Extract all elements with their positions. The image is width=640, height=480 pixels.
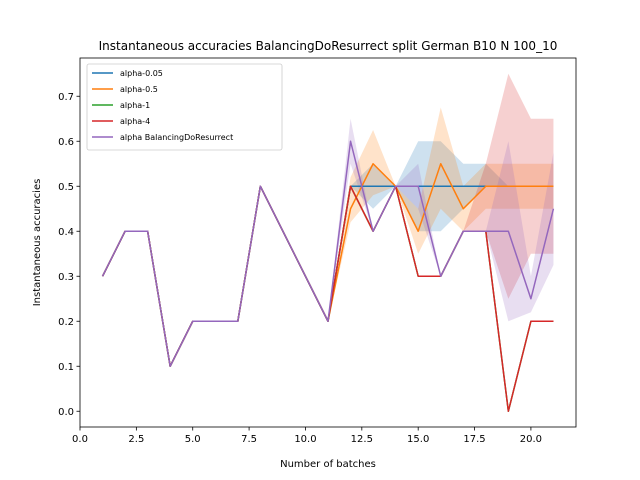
confidence-band-alpha-0-05 <box>102 141 554 367</box>
legend-label: alpha-4 <box>120 117 150 126</box>
y-axis-ticks: 0.0 0.1 0.2 0.3 0.4 0.5 0.6 0.7 <box>58 92 80 418</box>
legend-label: alpha-1 <box>120 101 150 110</box>
confidence-bands <box>102 73 554 367</box>
legend-box <box>86 63 283 151</box>
x-tick-label: 2.5 <box>128 434 144 445</box>
y-tick-label: 0.4 <box>58 227 74 238</box>
confidence-band-alpha-4 <box>102 73 554 367</box>
confidence-band-alpha-0-5 <box>102 107 554 367</box>
y-tick-label: 0.6 <box>58 137 74 148</box>
x-tick-label: 15.0 <box>407 434 429 445</box>
legend-label: alpha BalancingDoResurrect <box>120 133 233 142</box>
y-tick-label: 0.2 <box>58 317 74 328</box>
legend: alpha-0.05 alpha-0.5 alpha-1 alpha-4 alpha B… <box>86 63 283 151</box>
confidence-band-alpha-balancingdoresurrect <box>102 118 554 367</box>
x-tick-label: 12.5 <box>351 434 373 445</box>
x-tick-label: 0.0 <box>72 434 88 445</box>
x-tick-label: 7.5 <box>241 434 257 445</box>
y-tick-label: 0.5 <box>58 182 74 193</box>
y-tick-label: 0.0 <box>58 407 74 418</box>
x-tick-label: 20.0 <box>520 434 542 445</box>
x-axis-title: Number of batches <box>280 459 376 470</box>
y-tick-label: 0.1 <box>58 362 74 373</box>
x-axis-ticks: 0.0 2.5 5.0 7.5 10.0 12.5 15.0 17.5 20.0 <box>72 427 542 445</box>
y-tick-label: 0.7 <box>58 92 74 103</box>
x-tick-label: 5.0 <box>185 434 201 445</box>
series-line-alpha-balancingdoresurrect <box>101 140 555 367</box>
y-tick-label: 0.3 <box>58 272 74 283</box>
y-axis-title: Instantaneous accuracies <box>32 179 43 307</box>
legend-label: alpha-0.5 <box>120 85 158 94</box>
x-tick-label: 17.5 <box>463 434 485 445</box>
legend-label: alpha-0.05 <box>120 69 163 78</box>
series-lines <box>101 140 555 412</box>
plot-frame <box>79 57 577 428</box>
chart-title: Instantaneous accuracies BalancingDoResu… <box>99 39 558 53</box>
x-tick-label: 10.0 <box>294 434 316 445</box>
